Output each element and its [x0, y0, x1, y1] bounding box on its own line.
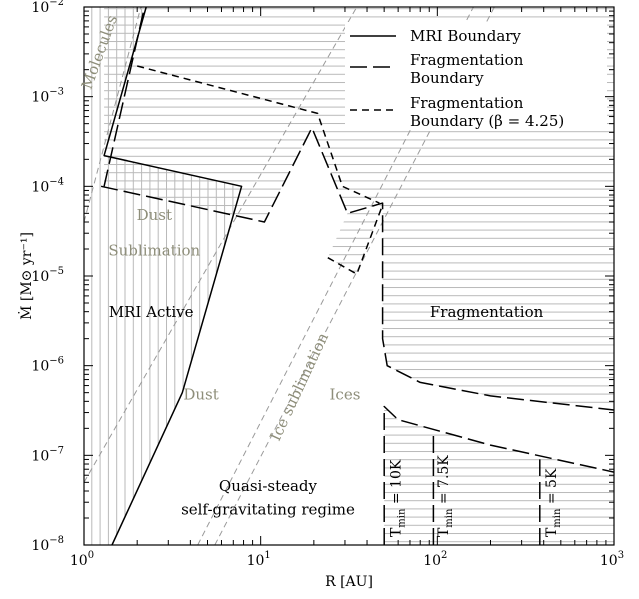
horizontal-hatch-region-1	[384, 406, 614, 545]
annotation-dust-sublimation-2: Sublimation	[108, 241, 200, 259]
x-axis-title: R [AU]	[325, 574, 373, 590]
series-1-segment-0	[100, 127, 614, 411]
annotation-quasi-steady-1: Quasi-steady	[219, 477, 318, 495]
horizontal-hatch-region-2	[327, 204, 383, 275]
y-tick-label-5: 10−3	[31, 87, 64, 106]
annotation-dust: Dust	[183, 385, 218, 403]
y-tick-label-2: 10−6	[31, 356, 64, 375]
y-tick-label-0: 10−8	[31, 535, 64, 554]
vertical-hatch-region-0	[84, 7, 242, 545]
x-tick-label-3: 103	[600, 550, 624, 569]
guide-line-1	[84, 7, 358, 483]
annotation-quasi-steady-2: self-gravitating regime	[181, 500, 355, 518]
series-layer	[100, 7, 614, 545]
x-tick-label-0: 100	[70, 550, 94, 569]
guide-line-0	[84, 7, 142, 223]
series-1-segment-1	[103, 7, 146, 187]
annotation-fragmentation: Fragmentation	[430, 303, 544, 321]
annotation-ices: Ices	[330, 385, 361, 403]
y-tick-label-4: 10−4	[31, 176, 64, 195]
annotation-mri-active: MRI Active	[109, 303, 194, 321]
legend-background	[345, 22, 607, 130]
legend-label-1-0: Fragmentation	[410, 51, 524, 69]
y-tick-label-6: 10−2	[31, 0, 64, 16]
legend-label-2-1: Boundary (β = 4.25)	[410, 112, 564, 130]
x-tick-label-2: 102	[423, 550, 447, 569]
y-axis-title: Ṁ [M⊙ yr⁻¹]	[17, 232, 35, 320]
legend-label-0-0: MRI Boundary	[410, 27, 521, 45]
legend-label-1-1: Boundary	[410, 69, 484, 87]
y-tick-label-3: 10−5	[31, 266, 64, 285]
series-0-segment-0	[103, 7, 243, 545]
legend-bg-layer	[345, 22, 607, 130]
annotation-dust-sublimation-1: Dust	[137, 206, 172, 224]
y-tick-label-1: 10−7	[31, 445, 64, 464]
x-tick-label-1: 101	[247, 550, 271, 569]
legend-layer: MRI BoundaryFragmentationBoundaryFragmen…	[350, 27, 564, 130]
legend-label-2-0: Fragmentation	[410, 94, 524, 112]
series-1-segment-2	[383, 405, 614, 545]
